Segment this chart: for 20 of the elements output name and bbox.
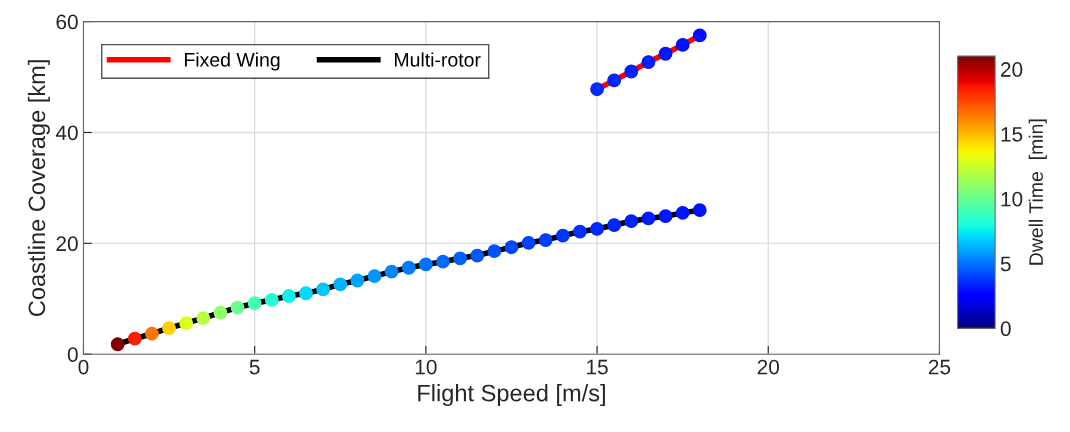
x-tick-label: 15 [587, 359, 608, 375]
y-axis-title: Coastline Coverage [km] [27, 60, 50, 316]
color-bar-label: 15 [1001, 127, 1023, 142]
x-axis-title: Flight Speed [m/s] [418, 384, 605, 407]
x-tick-label: 10 [415, 359, 437, 375]
color-bar-label: 5 [1000, 256, 1011, 272]
y-tick-label: 60 [56, 14, 78, 30]
color-bar-label: 0 [1000, 321, 1011, 337]
x-tick-label: 0 [78, 359, 89, 375]
x-tick-label: 5 [249, 359, 260, 375]
legend-label: Multi-rotor [395, 52, 481, 67]
x-tick-label: 20 [757, 359, 780, 375]
y-tick-label: 20 [56, 236, 78, 252]
legend-label: Fixed Wing [185, 52, 280, 71]
color-bar-title: Dwell Time [min] [1028, 119, 1047, 265]
y-tick-label: 40 [55, 125, 78, 141]
color-bar-label: 20 [1001, 62, 1023, 77]
color-bar-label: 10 [1001, 191, 1023, 207]
x-tick-label: 25 [928, 359, 951, 375]
y-tick-label: 0 [67, 347, 78, 362]
